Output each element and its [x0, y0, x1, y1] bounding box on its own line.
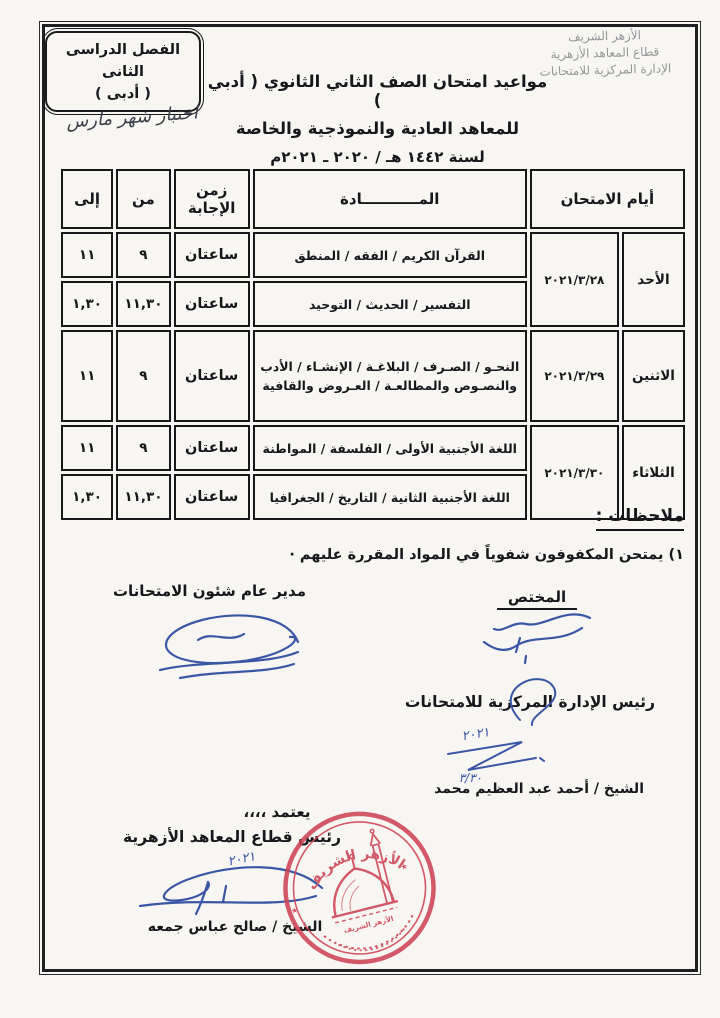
- duration-cell: ساعتان: [173, 425, 250, 471]
- central-head-date-scribble: ٢٠٢١ ٣/٣٠: [447, 725, 545, 785]
- director-signature-scribble: [158, 614, 300, 680]
- from-cell: ٩: [116, 425, 171, 471]
- handwritten-year: ٢٠٢١: [461, 725, 491, 744]
- central-admin-head-label: رئيس الإدارة المركزية للامتحانات: [404, 693, 656, 711]
- exam-schedule-table: أيام الامتحان المـــــــــــادة زمن الإج…: [58, 166, 688, 523]
- duration-cell: ساعتان: [173, 232, 250, 278]
- subject-cell: القرآن الكريم / الفقه / المنطق: [252, 232, 527, 278]
- to-cell: ١,٣٠: [61, 281, 114, 327]
- subject-cell: اللغة الأجنبية الثانية / التاريخ / الجغر…: [252, 474, 527, 520]
- col-header-subject: المـــــــــــادة: [252, 169, 527, 229]
- approved-label: يعتمد ،،،،: [243, 803, 311, 821]
- table-row-tuesday-2: اللغة الأجنبية الثانية / التاريخ / الجغر…: [61, 474, 685, 520]
- from-cell: ٩: [116, 330, 171, 422]
- day-cell: الاثنين: [621, 330, 685, 422]
- col-header-to: إلى: [61, 169, 114, 229]
- duration-cell: ساعتان: [173, 330, 250, 422]
- sector-head-name: الشيخ / صالح عباس جمعه: [147, 919, 323, 935]
- subject-cell: التفسير / الحديث / التوحيد: [252, 281, 527, 327]
- sector-head-signature-scribble: ٢٠٢١: [138, 849, 324, 916]
- day-cell: الأحد: [621, 232, 685, 327]
- duration-cell: ساعتان: [173, 281, 250, 327]
- sector-head-label: رئيس قطاع المعاهد الأزهرية: [122, 828, 341, 846]
- day-cell: الثلاثاء: [621, 425, 685, 520]
- semester-box-line2: ( أدبى ): [95, 86, 151, 102]
- title-line3: لسنة ١٤٤٢ هـ / ٢٠٢٠ ـ ٢٠٢١م: [270, 148, 485, 166]
- date-cell: ٢٠٢١/٣/٣٠: [529, 425, 619, 520]
- table-row-sunday-1: الأحد ٢٠٢١/٣/٢٨ القرآن الكريم / الفقه / …: [61, 232, 685, 327]
- table-row-tuesday-1: الثلاثاء ٢٠٢١/٣/٣٠ اللغة الأجنبية الأولى…: [61, 425, 685, 520]
- to-cell: ١١: [61, 330, 114, 422]
- specialist-label: المختص: [497, 588, 577, 610]
- col-header-from: من: [116, 169, 171, 229]
- col-header-duration: زمن الإجابة: [173, 169, 250, 229]
- title-line1: مواعيد امتحان الصف الثاني الثانوي ( أدبي…: [207, 72, 548, 110]
- to-cell: ١,٣٠: [61, 474, 114, 520]
- date-cell: ٢٠٢١/٣/٢٩: [529, 330, 619, 422]
- central-admin-head-name: الشيخ / أحمد عبد العظيم محمد: [434, 781, 644, 797]
- specialist-signature-scribble: [482, 613, 592, 665]
- notes-section: ملاحظات : ١) يمتحن المكفوفون شفوياً في ا…: [64, 506, 684, 563]
- azhar-official-stamp: الأزهر الشريف ٭ ٭ الأزهر الشريف: [283, 811, 436, 965]
- stamp-side-mark-right: ٭: [399, 859, 410, 875]
- handwritten-date: ٣/٣٠: [459, 771, 482, 785]
- from-cell: ١١,٣٠: [116, 474, 171, 520]
- stamp-side-mark-left: ٭: [289, 903, 300, 919]
- title-line2: للمعاهد العادية والنموذجية والخاصة: [235, 119, 520, 138]
- date-cell: ٢٠٢١/٣/٢٨: [529, 232, 619, 327]
- subject-cell: اللغة الأجنبية الأولى / الفلسفة / المواط…: [252, 425, 527, 471]
- exams-director-label: مدير عام شئون الامتحانات: [112, 582, 307, 600]
- subject-cell: النحـو / الصـرف / البلاغـة / الإنشـاء / …: [252, 330, 527, 422]
- from-cell: ٩: [116, 232, 171, 278]
- table-row-sunday-2: التفسير / الحديث / التوحيد ساعتان ١١,٣٠ …: [61, 281, 685, 327]
- semester-box-line1: الفصل الدراسى الثانى: [65, 42, 181, 80]
- to-cell: ١١: [61, 425, 114, 471]
- document-title: مواعيد امتحان الصف الثاني الثانوي ( أدبي…: [205, 72, 550, 166]
- semester-box: الفصل الدراسى الثانى ( أدبى ): [42, 28, 204, 115]
- stamp-center-text: الأزهر الشريف: [343, 914, 394, 935]
- from-cell: ١١,٣٠: [116, 281, 171, 327]
- handwritten-year: ٢٠٢١: [226, 849, 256, 869]
- central-head-loop-scribble: [509, 678, 557, 726]
- col-header-exam-days: أيام الامتحان: [529, 169, 685, 229]
- table-row-monday: الاثنين ٢٠٢١/٣/٢٩ النحـو / الصـرف / البل…: [61, 330, 685, 422]
- note-item-1: ١) يمتحن المكفوفون شفوياً في المواد المق…: [289, 547, 684, 563]
- to-cell: ١١: [61, 232, 114, 278]
- duration-cell: ساعتان: [173, 474, 250, 520]
- notes-heading: ملاحظات :: [595, 506, 684, 531]
